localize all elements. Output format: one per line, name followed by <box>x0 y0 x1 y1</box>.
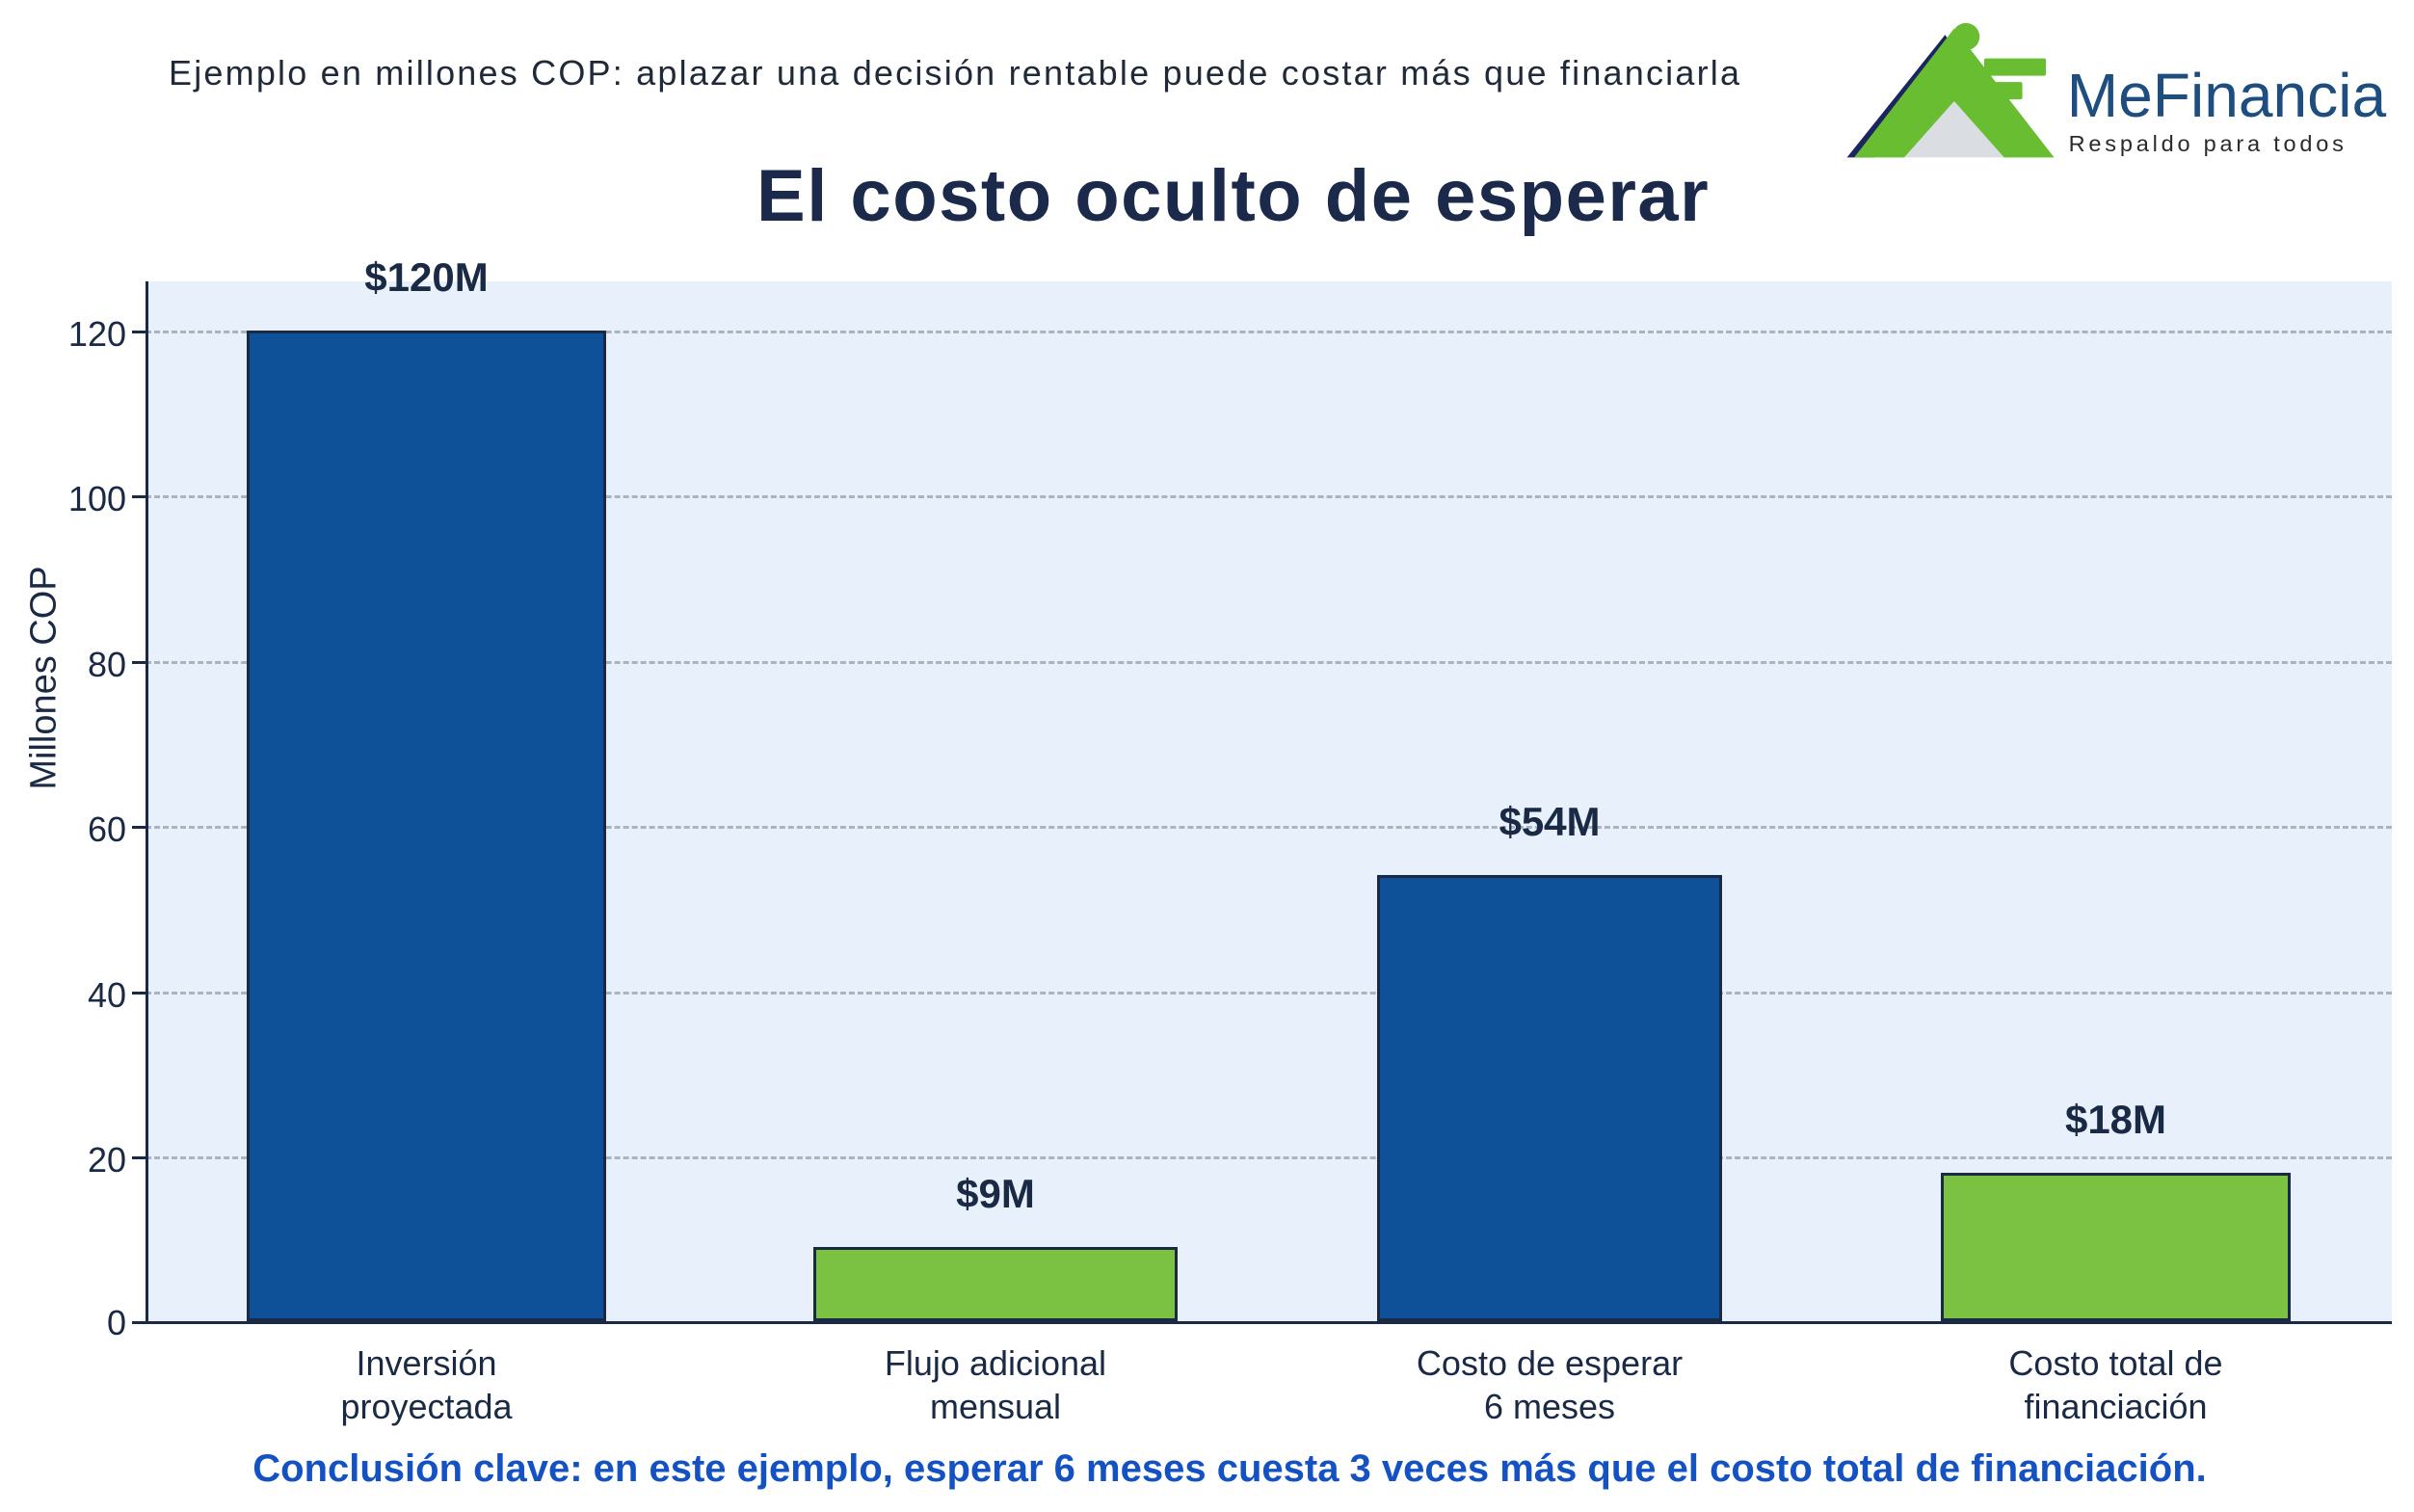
svg-text:Respaldo para todos: Respaldo para todos <box>2069 131 2348 156</box>
svg-text:MeFinancia: MeFinancia <box>2067 61 2387 130</box>
